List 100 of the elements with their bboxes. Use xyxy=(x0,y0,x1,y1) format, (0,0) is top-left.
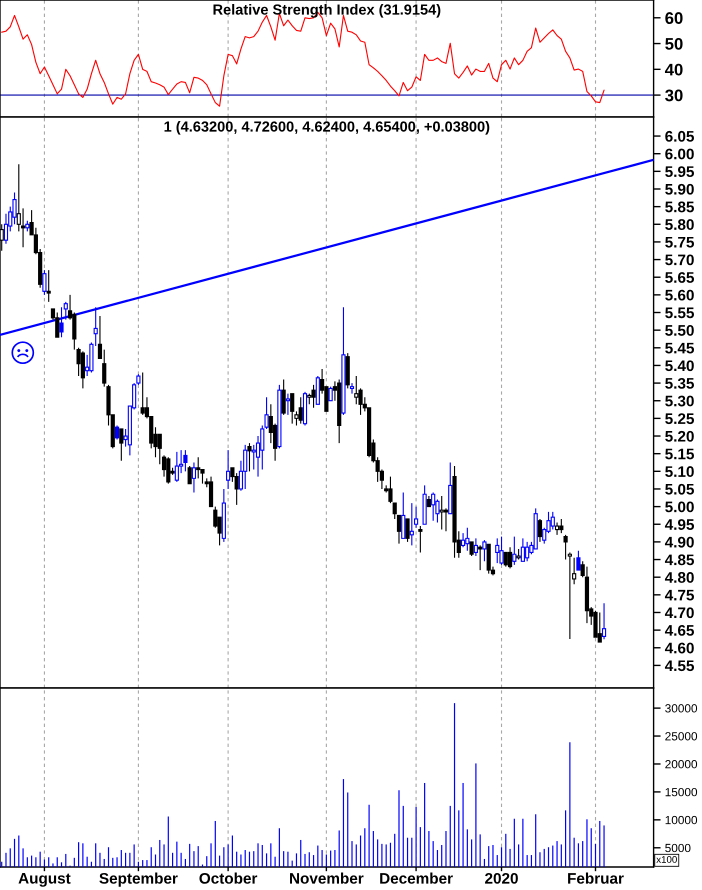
candlestick xyxy=(440,495,444,530)
y-tick-label: 4.95 xyxy=(664,519,694,530)
candlestick xyxy=(55,312,60,338)
y-tick-label: 40 xyxy=(664,64,683,76)
candlestick xyxy=(337,379,342,444)
y-tick-label: 30 xyxy=(665,89,683,102)
y-tick-label: 5.80 xyxy=(665,219,694,230)
candlestick xyxy=(226,450,230,490)
candlestick xyxy=(282,379,286,416)
candlestick xyxy=(192,462,196,494)
candlestick xyxy=(512,536,516,566)
y-tick-label: 5.20 xyxy=(665,430,694,442)
y-tick-label: 5.00 xyxy=(665,501,694,512)
y-tick-label: 4.70 xyxy=(664,607,694,618)
candlestick xyxy=(298,396,303,424)
candlestick xyxy=(508,546,512,569)
candlestick xyxy=(302,391,308,426)
candlestick xyxy=(328,386,333,402)
y-tick-label: 20000 xyxy=(665,760,698,768)
candlestick xyxy=(482,540,487,562)
y-tick-label: 5.60 xyxy=(665,290,694,301)
candlestick xyxy=(188,465,192,484)
candlestick xyxy=(346,352,350,389)
candlestick xyxy=(426,495,431,508)
x-tick-label: September xyxy=(99,872,178,887)
chart-title: Relative Strength Index (31.9154) xyxy=(214,4,440,18)
y-tick-label: 30000 xyxy=(665,704,698,713)
y-tick-label: 5000 xyxy=(665,844,691,852)
candlestick xyxy=(405,518,410,542)
y-tick-label: 15000 xyxy=(666,788,698,796)
candlestick xyxy=(486,544,491,574)
candlestick xyxy=(448,462,452,514)
candlestick xyxy=(576,550,581,571)
y-tick-label: 5.85 xyxy=(665,202,694,212)
x-tick-label: October xyxy=(199,872,258,884)
y-tick-label: 4.85 xyxy=(664,554,694,566)
candlestick xyxy=(499,536,504,566)
candlestick xyxy=(286,393,290,416)
candlestick xyxy=(564,534,568,560)
y-tick-label: 50 xyxy=(665,38,683,50)
y-tick-label: 5.75 xyxy=(665,236,694,248)
candlestick xyxy=(470,541,474,557)
candlestick xyxy=(559,518,564,534)
y-tick-label: 6.05 xyxy=(665,130,694,142)
y-tick-label: 25000 xyxy=(665,732,698,740)
y-tick-label: 4.75 xyxy=(664,590,694,601)
candlestick xyxy=(602,602,606,640)
candlestick xyxy=(316,375,320,405)
y-tick-label: 5.90 xyxy=(665,184,694,195)
y-tick-label: 5.70 xyxy=(665,254,694,266)
candlestick xyxy=(478,544,482,571)
candlestick xyxy=(341,306,346,416)
y-tick-label: 10000 xyxy=(666,816,698,824)
y-tick-label: 5.65 xyxy=(665,272,694,283)
candlestick xyxy=(119,428,124,462)
candlestick xyxy=(538,518,542,542)
candlestick xyxy=(418,525,422,554)
y-tick-label: 5.50 xyxy=(665,325,694,336)
x-tick-label: August xyxy=(18,873,71,887)
candlestick xyxy=(25,220,30,232)
y-tick-label: 4.60 xyxy=(664,642,694,654)
candlestick xyxy=(46,270,51,302)
candlestick xyxy=(42,270,47,296)
y-tick-label: 5.55 xyxy=(665,308,694,318)
candlestick xyxy=(174,451,179,482)
candlestick xyxy=(520,538,525,562)
candlestick xyxy=(410,502,414,546)
y-tick-label: 5.95 xyxy=(665,166,694,178)
y-tick-label: 4.90 xyxy=(664,536,694,548)
x-tick-label: Februar xyxy=(568,872,624,884)
candlestick xyxy=(247,442,252,472)
chart-title: 1 (4.63200, 4.72600, 4.62400, 4.65400, +0.03800) xyxy=(164,121,490,135)
x-tick-label: December xyxy=(380,872,453,884)
y-tick-label: 5.05 xyxy=(665,484,694,495)
text: x100 xyxy=(656,856,677,863)
candlestick xyxy=(452,465,457,558)
x-tick-label: 2020 xyxy=(485,872,518,884)
candlestick xyxy=(422,484,427,525)
candlestick xyxy=(431,492,436,522)
candlestick xyxy=(495,538,500,564)
y-tick-label: 60 xyxy=(665,12,683,24)
candlestick xyxy=(290,393,294,424)
candlestick xyxy=(598,612,602,644)
y-tick-label: 5.45 xyxy=(665,342,694,354)
x-tick-label: November xyxy=(290,872,364,884)
y-tick-label: 5.10 xyxy=(665,466,694,478)
candlestick xyxy=(465,527,470,552)
y-tick-label: 5.25 xyxy=(665,413,694,424)
candlestick xyxy=(136,374,140,386)
candlestick xyxy=(166,456,170,484)
candlestick xyxy=(311,384,316,408)
y-tick-label: 6.00 xyxy=(665,148,694,160)
candlestick xyxy=(140,372,145,416)
candlestick xyxy=(401,492,406,539)
candlestick xyxy=(277,384,282,449)
candlestick xyxy=(80,350,85,389)
y-tick-label: 5.30 xyxy=(665,396,694,406)
y-tick-label: 5.35 xyxy=(665,378,694,389)
y-tick-label: 4.80 xyxy=(664,572,694,583)
y-tick-label: 5.15 xyxy=(665,448,694,460)
